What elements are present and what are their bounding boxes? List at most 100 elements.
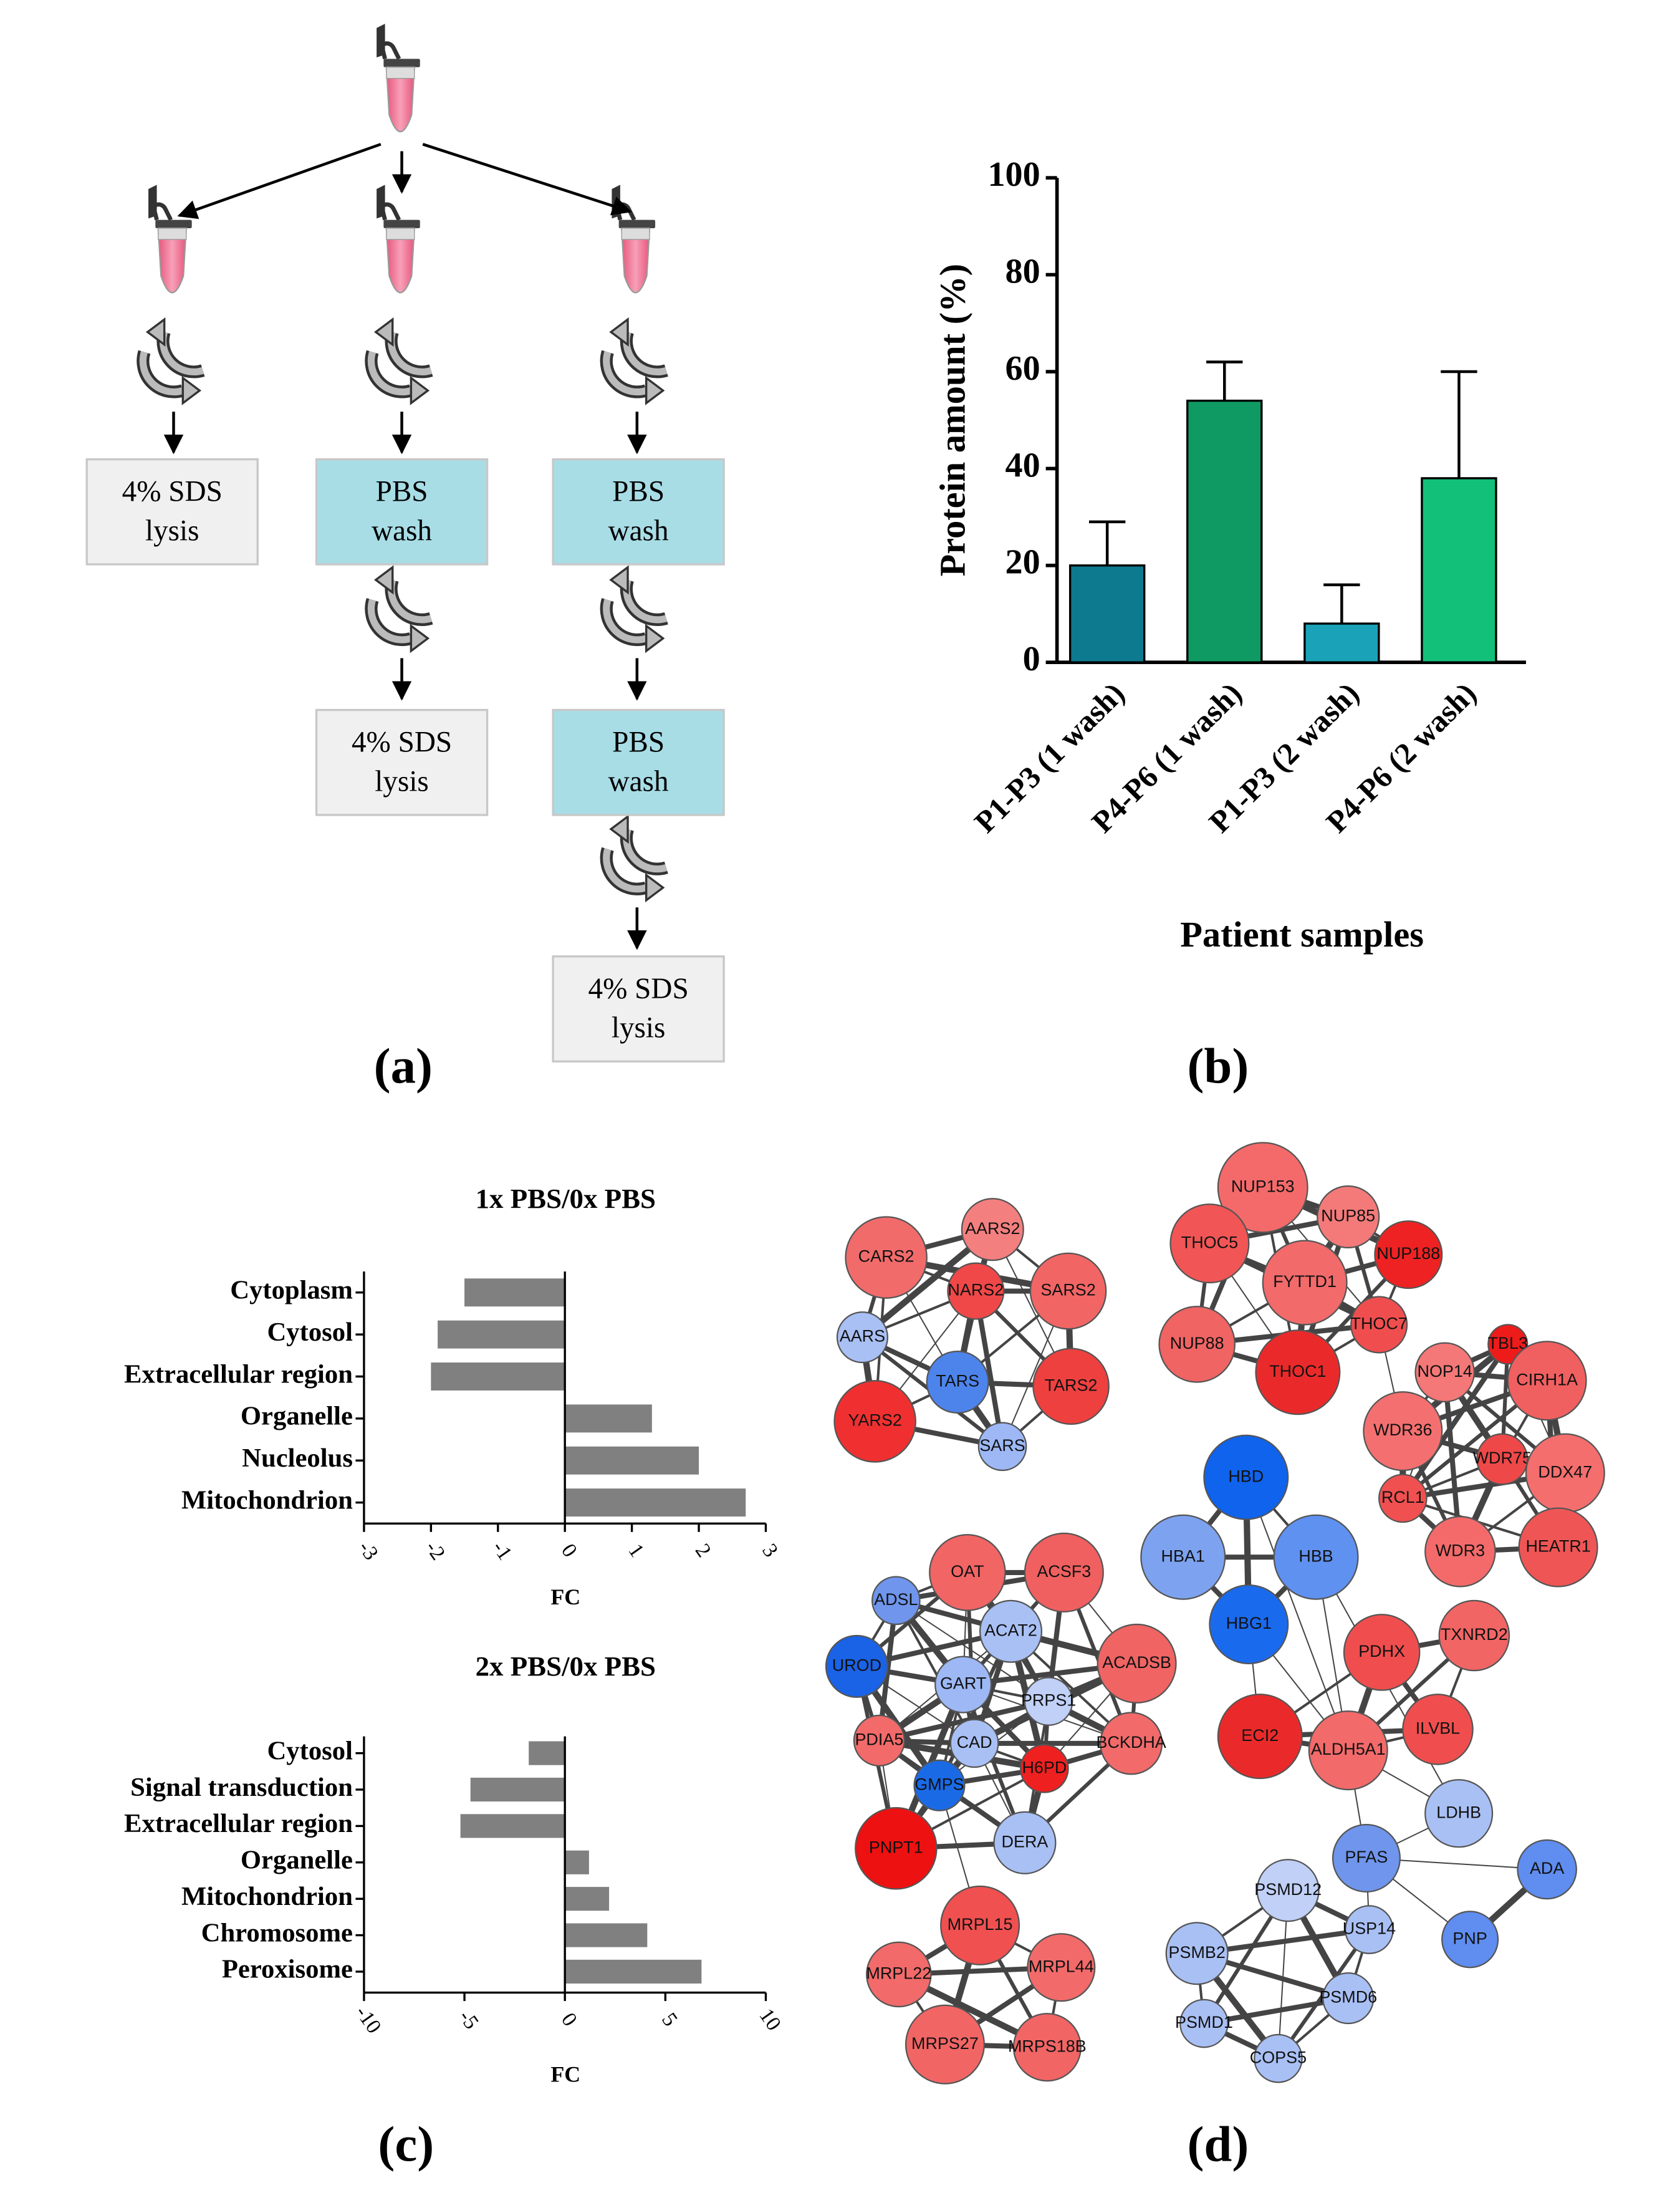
cycle-arrowhead [609, 565, 629, 595]
node [961, 1198, 1024, 1261]
node [1020, 1744, 1069, 1793]
node [1438, 1599, 1510, 1672]
node-label: USP14 [1343, 1919, 1396, 1938]
bar [438, 1320, 565, 1349]
node [1343, 1614, 1421, 1691]
node [1032, 1347, 1110, 1425]
node-label: MRPS27 [911, 2034, 979, 2053]
node-label: NUP153 [1231, 1177, 1295, 1195]
cycle-arrowhead [181, 375, 202, 405]
tube-lid [380, 41, 401, 60]
panel-label: (b) [1187, 1038, 1249, 1094]
node [1374, 1220, 1443, 1290]
node [1424, 1779, 1494, 1848]
node [977, 1422, 1027, 1472]
x-axis-label: FC [550, 2062, 580, 2087]
node-label: THOC5 [1181, 1233, 1238, 1251]
node-label: WDR36 [1373, 1420, 1432, 1439]
node-label: TXNRD2 [1441, 1625, 1508, 1644]
node [1179, 1998, 1229, 2048]
bar [565, 1446, 699, 1475]
x-tick-label: 10 [754, 2005, 785, 2035]
panel-label: (c) [378, 2117, 434, 2172]
node [949, 1719, 999, 1768]
edge [1400, 1343, 1510, 1500]
node-label: ALDH5A1 [1311, 1740, 1386, 1758]
y-tick-label: Mitochondrion [181, 1485, 353, 1515]
y-tick-label: Extracellular region [124, 1809, 353, 1838]
error-bar [1323, 583, 1360, 624]
box-text: lysis [375, 765, 428, 798]
node-label: PSMD1 [1175, 2013, 1233, 2032]
bar [565, 1850, 589, 1874]
edge [1245, 1477, 1349, 1751]
tube-lid [380, 202, 401, 221]
panel-label: (a) [374, 1038, 433, 1094]
node [866, 1941, 932, 2008]
bar [565, 1404, 652, 1433]
node [934, 1656, 992, 1714]
node-label: CAD [957, 1733, 992, 1752]
node-label: THOC7 [1350, 1314, 1407, 1333]
node-label: NARS2 [948, 1281, 1004, 1299]
node [913, 1759, 966, 1811]
x-tick-label: -10 [351, 2002, 386, 2038]
tube-icon [377, 24, 420, 133]
box-text: PBS [612, 476, 665, 508]
node-label: PFAS [1345, 1848, 1388, 1866]
node-label: HBA1 [1161, 1546, 1205, 1565]
node-label: NUP85 [1321, 1207, 1375, 1225]
node [1165, 1922, 1229, 1985]
y-tick-label: Peroxisome [222, 1955, 353, 1984]
node-label: SARS2 [1040, 1281, 1095, 1299]
node [1027, 1933, 1096, 2002]
node [1097, 1623, 1177, 1704]
node-label: ADA [1530, 1859, 1564, 1878]
node [1209, 1584, 1289, 1664]
tube-icon [377, 185, 420, 294]
tube-icon [148, 185, 192, 294]
node-label: MRPL22 [866, 1964, 931, 1983]
bar [460, 1814, 565, 1838]
bar [464, 1278, 565, 1307]
bar [1421, 477, 1497, 663]
cycle-arc-inner [367, 599, 413, 644]
node-label: DDX47 [1538, 1463, 1592, 1482]
bar [565, 1923, 648, 1947]
box-text: 4% SDS [122, 476, 223, 508]
cycle-arc [385, 577, 433, 626]
tube-lid [151, 202, 173, 221]
y-tick-label: 40 [1006, 446, 1040, 485]
bar [1186, 399, 1263, 663]
box [315, 708, 489, 816]
node [1158, 1306, 1236, 1383]
node-label: ACSF3 [1037, 1562, 1091, 1581]
node [1262, 1240, 1348, 1326]
cycle-arrowhead [645, 872, 665, 903]
cycle-arrowhead [373, 565, 394, 595]
node [1332, 1824, 1401, 1893]
node-label: ECI2 [1241, 1726, 1279, 1745]
y-tick-label: 20 [1006, 543, 1040, 582]
node [926, 1350, 989, 1414]
cycle-arrowhead [373, 317, 394, 347]
node-label: AARS2 [965, 1219, 1020, 1238]
bar [470, 1777, 565, 1802]
node-label: BCKDHA [1096, 1733, 1166, 1752]
cycle-arc-inner [603, 599, 648, 644]
y-tick-label: Cytosol [267, 1318, 353, 1347]
node-label: PRPS1 [1021, 1691, 1076, 1710]
node-label: CARS2 [858, 1247, 914, 1266]
x-tick-label: -1 [487, 1537, 516, 1564]
node [1255, 1329, 1341, 1415]
node-label: CIRH1A [1516, 1370, 1578, 1389]
node [1345, 1905, 1394, 1954]
y-tick-label: Chromosome [201, 1918, 353, 1947]
node-label: PNPT1 [869, 1838, 923, 1856]
node-label: PSMB2 [1169, 1943, 1226, 1962]
node-label: AARS [840, 1327, 885, 1346]
node [1308, 1710, 1388, 1791]
cycle-icon [600, 814, 668, 903]
cycle-arc-inner [603, 848, 648, 893]
